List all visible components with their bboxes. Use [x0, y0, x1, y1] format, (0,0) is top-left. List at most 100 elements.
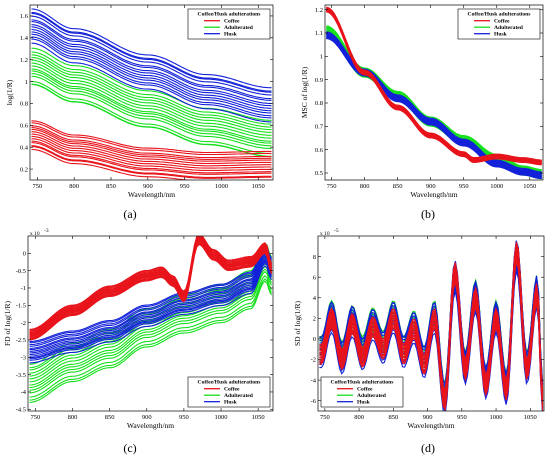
- x-tick-label: 1050: [524, 414, 537, 421]
- spectrum-line: [326, 31, 542, 173]
- spectrum-line: [31, 56, 272, 131]
- spectrum-line: [326, 34, 542, 176]
- spectrum-line: [29, 259, 272, 359]
- x-tick-label: 900: [142, 414, 152, 421]
- spectrum-line: [29, 278, 272, 401]
- spectrum-line: [31, 120, 272, 154]
- y-tick-label: 1: [25, 79, 28, 86]
- spectrum-line: [326, 6, 542, 161]
- spectrum-line: [31, 138, 272, 171]
- spectrum-line: [31, 135, 272, 169]
- x-tick-label: 800: [68, 414, 78, 421]
- spectrum-line: [319, 240, 544, 386]
- legend-entry-coffee: Coffee: [224, 387, 240, 393]
- x-axis-label: Wavelength/nm: [407, 421, 454, 430]
- spectrum-line: [326, 33, 542, 175]
- x-tick-label: 850: [105, 414, 115, 421]
- spectrum-line: [29, 275, 272, 398]
- spectrum-line: [31, 80, 272, 155]
- y-tick-label: 2: [313, 316, 316, 323]
- series-coffee: [31, 120, 272, 180]
- y-tick-label: 0.6: [20, 123, 29, 130]
- x-axis-label: Wavelength/nm: [410, 190, 457, 199]
- legend-box: [457, 8, 541, 40]
- spectrum-line: [29, 248, 272, 347]
- y-exponent-power: -3: [44, 228, 49, 234]
- spectrum-line: [31, 83, 272, 157]
- spectrum-line: [326, 31, 542, 177]
- spectrum-line: [326, 26, 542, 172]
- spectrum-line: [31, 122, 272, 156]
- spectrum-line: [29, 262, 272, 361]
- spectrum-line: [29, 245, 272, 344]
- spectrum-line: [31, 142, 272, 175]
- spectrum-line: [31, 28, 272, 109]
- x-tick-label: 1050: [252, 183, 265, 190]
- legend-entry-husk: Husk: [494, 32, 508, 38]
- x-tick-label: 1000: [490, 414, 503, 421]
- y-tick-label: 0.7: [315, 124, 324, 131]
- spectrum-line: [326, 28, 542, 173]
- spectrum-line: [326, 27, 542, 173]
- y-tick-label: -2: [311, 357, 316, 364]
- panel-b: 750 800 850 900 950 1000 1050 0.5 0.6 0.7 0.8 0.9 1 1…: [300, 4, 544, 221]
- spectrum-line: [319, 241, 544, 392]
- y-tick-label: -4: [311, 377, 317, 384]
- x-tick-label: 850: [388, 414, 398, 421]
- spectrum-line: [326, 35, 542, 177]
- y-tick-label: -1.5: [16, 303, 26, 310]
- spectrum-line: [31, 65, 272, 139]
- data-area: [319, 240, 544, 411]
- plot-frame: [27, 235, 274, 412]
- spectrum-line: [29, 250, 272, 349]
- y-tick-label: -3.5: [16, 372, 26, 379]
- spectrum-line: [29, 240, 273, 338]
- legend-entry-adulterated: Adulterated: [357, 393, 387, 399]
- legend-entry-husk: Husk: [224, 400, 238, 406]
- y-tick-label: -1: [21, 285, 26, 292]
- spectrum-line: [31, 128, 272, 162]
- y-axis-label: FD of log(1/R): [3, 300, 12, 346]
- x-tick-label: 1000: [490, 183, 503, 190]
- spectrum-line: [326, 37, 542, 179]
- legend-entry-coffee: Coffee: [494, 19, 510, 25]
- y-tick-label: -6: [311, 398, 317, 405]
- spectrum-line: [31, 127, 272, 160]
- y-tick-label: -2.5: [16, 337, 26, 344]
- spectrum-line: [326, 32, 542, 174]
- y-tick-label: -3: [21, 354, 26, 361]
- y-tick-label: 0.5: [315, 170, 323, 177]
- y-tick-label: 0.9: [315, 77, 323, 84]
- panel-caption: (b): [421, 207, 435, 221]
- legend-title: Coffee/Husk adulterations: [198, 12, 262, 18]
- spectrum-line: [29, 237, 273, 335]
- legend: Coffee/Husk adulterationsCoffeeAdulterat…: [457, 8, 541, 40]
- x-axis-label: Wavelength/nm: [128, 190, 175, 199]
- x-tick-label: 950: [459, 183, 469, 190]
- spectrum-line: [31, 33, 272, 114]
- spectrum-line: [29, 236, 273, 332]
- spectrum-line: [29, 246, 272, 346]
- plot-frame: [317, 235, 545, 412]
- x-tick-label: 750: [31, 414, 41, 421]
- spectrum-line: [31, 26, 272, 107]
- y-tick-label: 1.2: [315, 7, 323, 14]
- y-tick-label: -0.5: [16, 268, 26, 275]
- spectrum-line: [31, 131, 272, 165]
- spectrum-line: [326, 29, 542, 175]
- legend: Coffee/Husk adulterationsCoffeeAdulterat…: [187, 8, 271, 40]
- spectrum-line: [31, 21, 272, 101]
- legend-title: Coffee/Husk adulterations: [331, 380, 395, 386]
- spectrum-line: [29, 280, 272, 403]
- y-tick-label: 1.6: [20, 13, 29, 20]
- y-exponent-label: x 10: [320, 231, 330, 237]
- y-axis-label: log(1/R): [5, 79, 14, 105]
- plot-frame: [324, 4, 544, 181]
- legend-box: [187, 376, 271, 408]
- legend-box: [320, 376, 404, 408]
- spectrum-line: [29, 270, 272, 394]
- legend-entry-adulterated: Adulterated: [224, 393, 254, 399]
- y-tick-label: -4: [21, 389, 27, 396]
- spectrum-line: [29, 258, 272, 357]
- spectrum-line: [29, 241, 273, 339]
